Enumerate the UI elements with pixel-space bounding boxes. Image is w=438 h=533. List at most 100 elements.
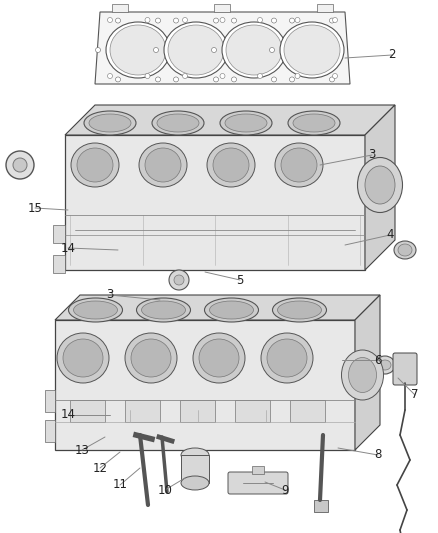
Circle shape <box>258 18 262 22</box>
Circle shape <box>155 77 160 82</box>
Ellipse shape <box>181 448 209 462</box>
Ellipse shape <box>209 301 254 319</box>
Ellipse shape <box>222 22 286 78</box>
Ellipse shape <box>213 148 249 182</box>
Circle shape <box>183 18 187 22</box>
Text: 2: 2 <box>388 49 396 61</box>
Bar <box>53 255 65 273</box>
Text: 11: 11 <box>113 479 127 491</box>
Circle shape <box>169 270 189 290</box>
Ellipse shape <box>284 25 340 75</box>
Ellipse shape <box>394 241 416 259</box>
Text: 13: 13 <box>74 443 89 456</box>
Bar <box>45 420 55 442</box>
Circle shape <box>232 18 237 23</box>
Circle shape <box>220 74 225 78</box>
Circle shape <box>272 77 276 82</box>
Circle shape <box>220 18 225 22</box>
Bar <box>235 400 270 422</box>
Ellipse shape <box>152 111 204 135</box>
Circle shape <box>295 18 300 22</box>
Text: 14: 14 <box>60 241 75 254</box>
Circle shape <box>332 74 338 78</box>
Text: 15: 15 <box>28 201 42 214</box>
Polygon shape <box>55 320 355 450</box>
Circle shape <box>173 77 179 82</box>
Text: 12: 12 <box>92 462 107 474</box>
Circle shape <box>155 18 160 23</box>
Ellipse shape <box>375 356 395 374</box>
Polygon shape <box>355 295 380 450</box>
FancyBboxPatch shape <box>228 472 288 494</box>
Bar <box>70 400 105 422</box>
Ellipse shape <box>357 157 403 213</box>
Ellipse shape <box>225 114 267 132</box>
Circle shape <box>258 74 262 78</box>
Ellipse shape <box>275 143 323 187</box>
Text: 5: 5 <box>237 273 244 287</box>
Circle shape <box>290 77 294 82</box>
Circle shape <box>290 18 294 23</box>
Circle shape <box>153 47 159 52</box>
Ellipse shape <box>89 114 131 132</box>
Circle shape <box>95 47 100 52</box>
Ellipse shape <box>71 143 119 187</box>
Circle shape <box>183 74 187 78</box>
Text: 8: 8 <box>374 448 381 462</box>
Ellipse shape <box>349 358 377 392</box>
Ellipse shape <box>157 114 199 132</box>
Bar <box>214 4 230 12</box>
Ellipse shape <box>288 111 340 135</box>
Ellipse shape <box>131 339 171 377</box>
Ellipse shape <box>205 298 258 322</box>
Bar <box>112 4 128 12</box>
Text: 6: 6 <box>374 353 382 367</box>
Circle shape <box>6 151 34 179</box>
Ellipse shape <box>181 476 209 490</box>
Ellipse shape <box>199 339 239 377</box>
Circle shape <box>292 47 297 52</box>
Ellipse shape <box>63 339 103 377</box>
Circle shape <box>329 18 335 23</box>
Ellipse shape <box>267 339 307 377</box>
Circle shape <box>107 18 113 22</box>
Ellipse shape <box>168 25 224 75</box>
Ellipse shape <box>141 301 186 319</box>
Ellipse shape <box>74 301 117 319</box>
Circle shape <box>213 18 219 23</box>
Bar <box>317 4 333 12</box>
Ellipse shape <box>280 22 344 78</box>
Bar <box>290 400 325 422</box>
Circle shape <box>329 77 335 82</box>
Text: 10: 10 <box>158 483 173 497</box>
Bar <box>252 466 264 474</box>
Text: 3: 3 <box>106 288 114 302</box>
Bar <box>45 390 55 412</box>
Ellipse shape <box>226 25 282 75</box>
FancyBboxPatch shape <box>393 353 417 385</box>
Ellipse shape <box>145 148 181 182</box>
Circle shape <box>212 47 216 52</box>
Circle shape <box>176 47 180 52</box>
Ellipse shape <box>77 148 113 182</box>
Bar <box>181 455 209 483</box>
Ellipse shape <box>110 25 166 75</box>
Text: 14: 14 <box>60 408 75 422</box>
Text: 4: 4 <box>386 229 394 241</box>
Bar <box>314 500 328 512</box>
Ellipse shape <box>137 298 191 322</box>
Ellipse shape <box>342 350 384 400</box>
Ellipse shape <box>272 298 326 322</box>
Ellipse shape <box>398 244 412 256</box>
Ellipse shape <box>84 111 136 135</box>
Polygon shape <box>65 135 365 270</box>
Bar <box>125 400 160 422</box>
Circle shape <box>233 47 239 52</box>
Polygon shape <box>365 105 395 270</box>
Circle shape <box>145 18 150 22</box>
Circle shape <box>173 18 179 23</box>
Circle shape <box>332 18 338 22</box>
Ellipse shape <box>193 333 245 383</box>
Text: 3: 3 <box>368 149 376 161</box>
Circle shape <box>116 18 120 23</box>
